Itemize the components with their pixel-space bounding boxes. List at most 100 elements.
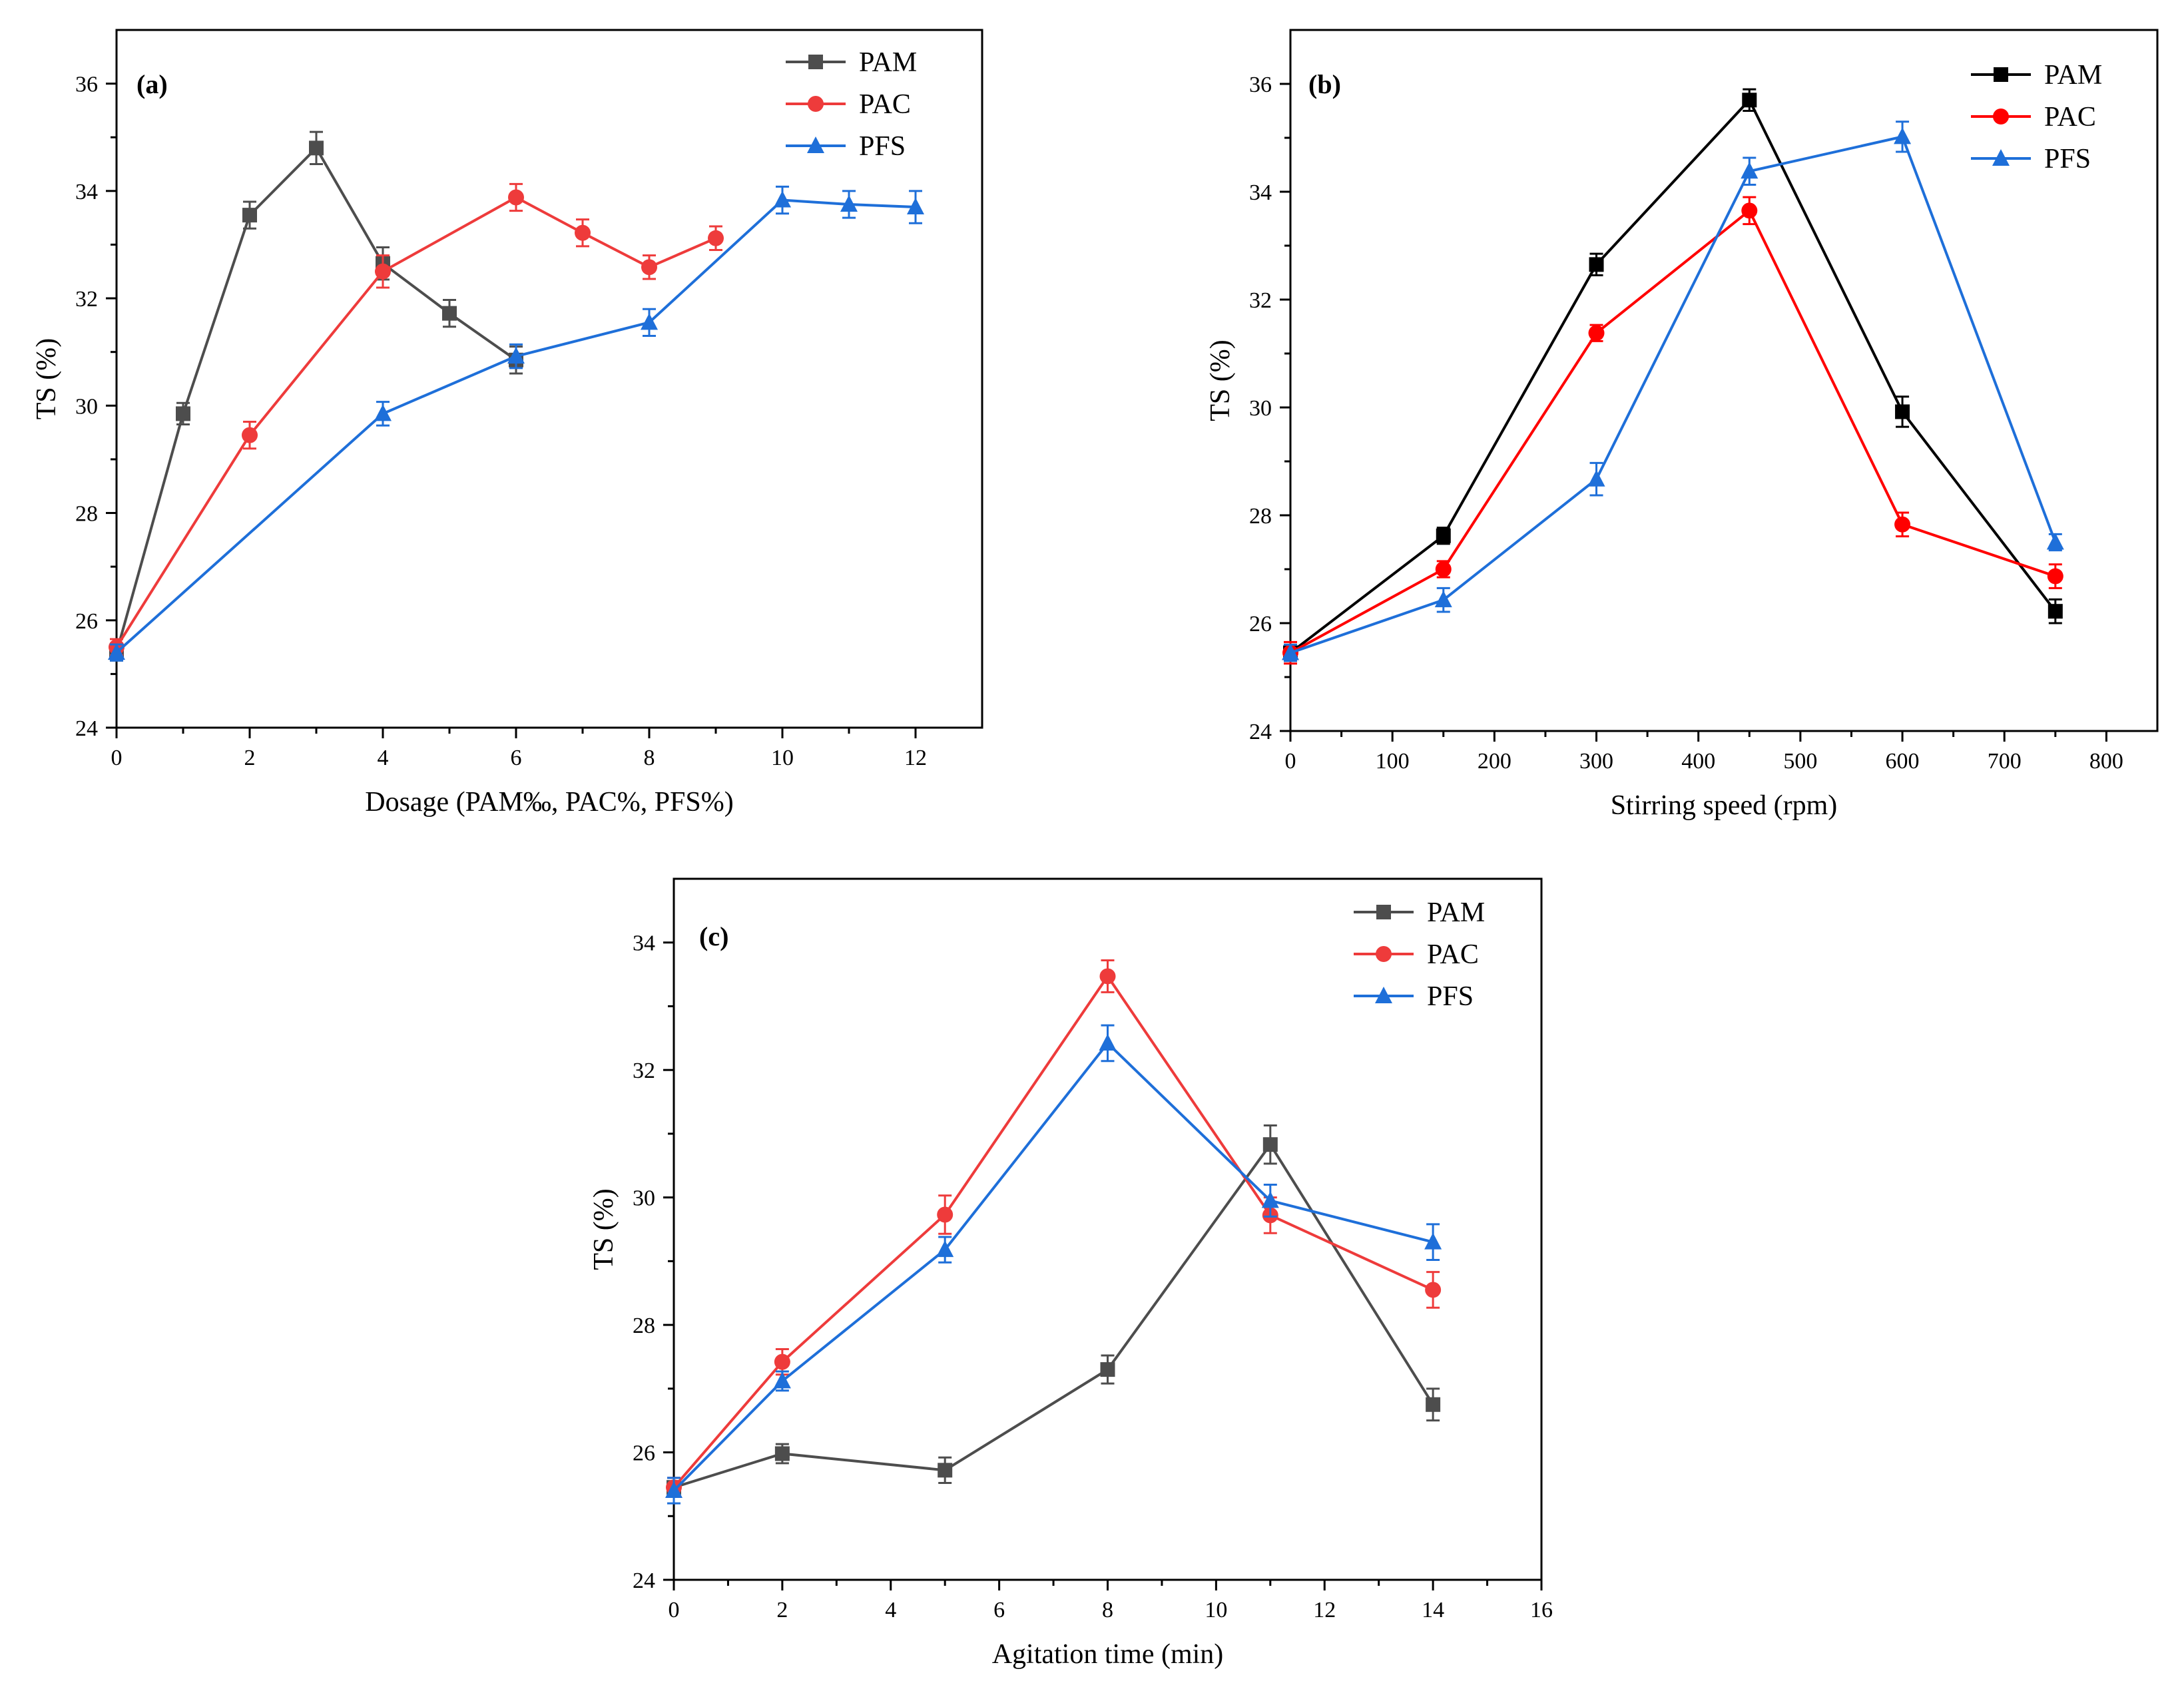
series-pac	[666, 959, 1442, 1499]
series-line	[673, 1142, 1434, 1489]
legend-label: PFS	[859, 131, 906, 162]
panel-b: 0 100 200 300 400 500 600 700 800 24 26 28 30 32 34 36 S…	[1205, 29, 2159, 821]
legend-marker	[1376, 946, 1392, 962]
data-point	[937, 1206, 954, 1223]
series-pfs	[108, 185, 924, 662]
data-point	[1434, 591, 1452, 608]
legend-label: PAC	[2044, 102, 2096, 132]
x-tick-label: 10	[771, 746, 794, 770]
data-point	[374, 404, 392, 421]
x-tick-label: 12	[904, 746, 927, 770]
x-tick-label: 8	[644, 746, 655, 770]
x-axis-title: Dosage (PAM‰, PAC%, PFS%)	[365, 787, 734, 818]
data-point	[840, 195, 858, 212]
y-tick-label: 24	[1249, 720, 1272, 744]
data-point	[1282, 643, 1299, 660]
legend-marker	[807, 136, 824, 153]
data-point	[2048, 604, 2063, 619]
y-tick-label: 26	[633, 1441, 655, 1466]
data-point	[665, 1481, 682, 1498]
legend-marker	[1992, 149, 2010, 166]
y-tick-label: 24	[633, 1568, 655, 1593]
data-point	[641, 313, 658, 330]
series-line	[1290, 135, 2057, 654]
data-point	[1894, 516, 1911, 533]
data-point	[1741, 162, 1759, 179]
x-tick-label: 2	[244, 746, 256, 770]
data-point	[242, 427, 258, 443]
y-tick-label: 30	[1249, 396, 1272, 421]
data-point	[1099, 968, 1116, 985]
x-axis-title: Agitation time (min)	[992, 1639, 1224, 1670]
panel-label: (b)	[1308, 69, 1341, 99]
data-point	[641, 259, 657, 276]
y-tick-label: 32	[75, 287, 98, 312]
plot-frame	[115, 29, 983, 729]
legend-item-pac: PAC	[786, 89, 911, 120]
panel-label: (c)	[699, 921, 728, 951]
x-tick-label: 6	[993, 1598, 1005, 1622]
x-tick-label: 800	[2089, 749, 2123, 774]
legend-marker	[1994, 67, 2008, 82]
x-axis-title: Stirring speed (rpm)	[1611, 790, 1838, 821]
y-axis-title: TS (%)	[1205, 340, 1236, 421]
data-point	[309, 140, 324, 156]
y-tick-label: 34	[633, 931, 655, 956]
y-tick-label: 32	[633, 1059, 655, 1083]
y-tick-label: 30	[75, 394, 98, 419]
legend-item-pam: PAM	[786, 47, 917, 78]
x-tick-label: 0	[669, 1598, 680, 1622]
x-tick-label: 400	[1681, 749, 1715, 774]
x-tick-label: 2	[776, 1598, 788, 1622]
x-tick-label: 0	[1285, 749, 1296, 774]
y-tick-label: 34	[1249, 180, 1272, 205]
data-point	[2047, 568, 2063, 585]
x-tick-label: 600	[1886, 749, 1920, 774]
data-point	[1741, 202, 1758, 219]
legend-label: PFS	[2044, 144, 2091, 174]
data-point	[575, 224, 591, 241]
legend-label: PAC	[859, 89, 911, 120]
series-line	[673, 973, 1434, 1489]
y-tick-label: 34	[75, 180, 98, 204]
legend-label: PAM	[1427, 897, 1485, 928]
data-point	[442, 306, 457, 321]
plot-frame	[1289, 29, 2159, 732]
data-point	[108, 643, 125, 660]
y-axis-title: TS (%)	[589, 1188, 619, 1270]
data-point	[774, 1446, 790, 1461]
y-axis-title: TS (%)	[31, 338, 62, 419]
x-tick-label: 10	[1205, 1598, 1227, 1622]
data-point	[708, 230, 724, 246]
data-point	[1426, 1397, 1441, 1412]
data-point	[1895, 404, 1910, 419]
data-point	[176, 406, 190, 421]
legend-item-pac: PAC	[1971, 102, 2096, 132]
legend-label: PFS	[1427, 981, 1474, 1012]
data-point	[907, 198, 924, 215]
data-point	[1425, 1282, 1442, 1298]
data-point	[1100, 1362, 1115, 1377]
data-point	[1587, 469, 1605, 487]
legend-item-pfs: PFS	[1354, 981, 1474, 1012]
y-tick-label: 30	[633, 1186, 655, 1211]
legend-label: PAM	[859, 47, 917, 78]
x-tick-label: 8	[1102, 1598, 1113, 1622]
x-tick-label: 200	[1478, 749, 1511, 774]
legend-marker	[1993, 109, 2009, 124]
data-point	[1099, 1033, 1117, 1051]
series-line	[1290, 208, 2056, 654]
data-point	[1588, 325, 1605, 342]
x-tick-label: 14	[1422, 1598, 1444, 1622]
legend-item-pam: PAM	[1971, 60, 2102, 91]
y-tick-label: 28	[1249, 504, 1272, 529]
legend-marker	[1376, 905, 1391, 919]
x-tick-label: 4	[378, 746, 389, 770]
legend-label: PAC	[1427, 939, 1479, 970]
data-point	[1262, 1137, 1278, 1152]
series-pfs	[665, 1024, 1442, 1505]
data-point	[938, 1463, 953, 1478]
x-tick-label: 6	[511, 746, 522, 770]
